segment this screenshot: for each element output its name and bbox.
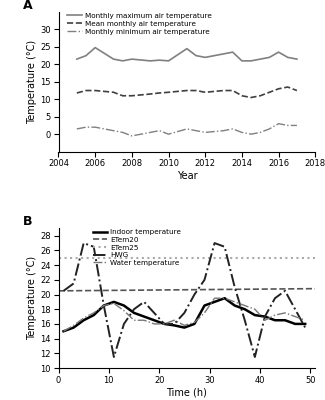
Y-axis label: Temperature (°C): Temperature (°C) <box>27 256 37 340</box>
Legend: Indoor temperature, ETem20, ETem25, HWG, Water temperature: Indoor temperature, ETem20, ETem25, HWG,… <box>93 229 181 266</box>
X-axis label: Time (h): Time (h) <box>166 388 207 398</box>
X-axis label: Year: Year <box>176 171 197 181</box>
Legend: Monthly maximum air temperature, Mean monthly air temperature, Monthly minimum a: Monthly maximum air temperature, Mean mo… <box>67 13 212 34</box>
Y-axis label: Temperature (°C): Temperature (°C) <box>27 40 37 124</box>
Text: A: A <box>22 0 32 12</box>
Text: B: B <box>22 215 32 228</box>
